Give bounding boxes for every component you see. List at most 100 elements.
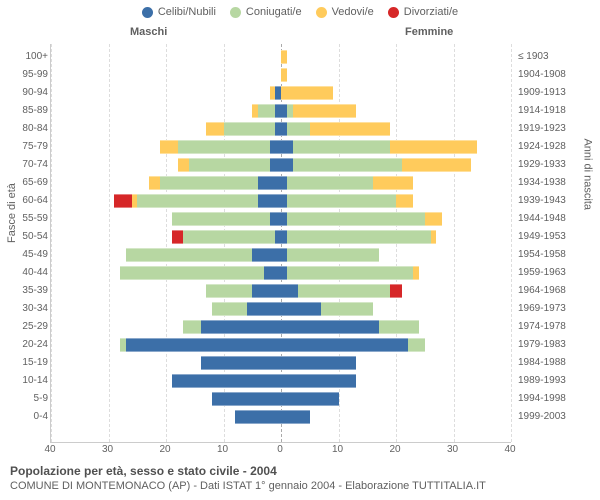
legend-item-celibi: Celibi/Nubili — [142, 6, 216, 18]
pyramid-row — [51, 194, 511, 208]
female-bar — [281, 158, 471, 172]
bar-segment — [287, 248, 379, 262]
bar-segment — [120, 266, 264, 280]
bar-segment — [258, 104, 275, 118]
bar-segment — [252, 284, 281, 298]
female-bar — [281, 176, 413, 190]
bar-segment — [402, 158, 471, 172]
legend-label: Divorziati/e — [404, 6, 458, 18]
age-label: 60-64 — [0, 194, 48, 208]
bar-segment — [126, 248, 253, 262]
pyramid-row — [51, 212, 511, 226]
bar-segment — [396, 194, 413, 208]
birth-year-label: 1979-1983 — [518, 338, 600, 352]
birth-year-label: 1984-1988 — [518, 356, 600, 370]
female-bar — [281, 104, 356, 118]
pyramid-row — [51, 50, 511, 64]
age-label: 40-44 — [0, 266, 48, 280]
bar-segment — [270, 158, 282, 172]
bar-segment — [281, 410, 310, 424]
x-tick-label: 20 — [159, 444, 170, 455]
male-bar — [201, 356, 282, 370]
age-label: 10-14 — [0, 374, 48, 388]
bar-segment — [178, 158, 190, 172]
x-tick-label: 0 — [277, 444, 283, 455]
age-label: 85-89 — [0, 104, 48, 118]
bar-segment — [281, 284, 298, 298]
pyramid-row — [51, 248, 511, 262]
bar-segment — [137, 194, 258, 208]
x-tick-label: 20 — [389, 444, 400, 455]
birth-year-label: 1989-1993 — [518, 374, 600, 388]
age-label: 95-99 — [0, 68, 48, 82]
female-bar — [281, 320, 419, 334]
pyramid-row — [51, 122, 511, 136]
bar-segment — [281, 320, 379, 334]
bar-segment — [172, 374, 281, 388]
age-label: 50-54 — [0, 230, 48, 244]
chart-footer: Popolazione per età, sesso e stato civil… — [10, 463, 486, 494]
bar-segment — [172, 230, 184, 244]
y-axis-birth-labels: ≤ 19031904-19081909-19131914-19181919-19… — [518, 44, 600, 442]
bar-segment — [287, 266, 414, 280]
bar-segment — [126, 338, 281, 352]
age-label: 15-19 — [0, 356, 48, 370]
age-label: 70-74 — [0, 158, 48, 172]
birth-year-label: 1919-1923 — [518, 122, 600, 136]
male-bar — [178, 158, 282, 172]
chart-title: Popolazione per età, sesso e stato civil… — [10, 463, 486, 479]
female-bar — [281, 338, 425, 352]
bar-segment — [247, 302, 282, 316]
male-bar — [172, 230, 281, 244]
birth-year-label: 1944-1948 — [518, 212, 600, 226]
female-bar — [281, 86, 333, 100]
gender-female-label: Femmine — [405, 26, 453, 38]
pyramid-row — [51, 266, 511, 280]
bar-segment — [281, 140, 293, 154]
male-bar — [120, 266, 281, 280]
bar-segment — [212, 392, 281, 406]
pyramid-row — [51, 176, 511, 190]
female-bar — [281, 50, 287, 64]
bar-segment — [264, 266, 281, 280]
pyramid-row — [51, 104, 511, 118]
bar-segment — [281, 302, 321, 316]
age-label: 55-59 — [0, 212, 48, 226]
pyramid-row — [51, 230, 511, 244]
pyramid-row — [51, 374, 511, 388]
legend-swatch — [388, 7, 399, 18]
bar-segment — [270, 140, 282, 154]
legend-item-coniugati: Coniugati/e — [230, 6, 302, 18]
age-label: 25-29 — [0, 320, 48, 334]
bar-segment — [258, 176, 281, 190]
bar-segment — [287, 194, 396, 208]
bar-segment — [281, 158, 293, 172]
legend-label: Coniugati/e — [246, 6, 302, 18]
bar-segment — [183, 230, 275, 244]
male-bar — [114, 194, 281, 208]
bar-segment — [252, 248, 281, 262]
female-bar — [281, 248, 379, 262]
birth-year-label: 1964-1968 — [518, 284, 600, 298]
x-tick-label: 30 — [102, 444, 113, 455]
birth-year-label: 1974-1978 — [518, 320, 600, 334]
bar-segment — [287, 122, 310, 136]
legend-item-divorziati: Divorziati/e — [388, 6, 458, 18]
male-bar — [172, 212, 281, 226]
male-bar — [206, 122, 281, 136]
gridline — [511, 44, 512, 442]
age-label: 75-79 — [0, 140, 48, 154]
age-label: 5-9 — [0, 392, 48, 406]
female-bar — [281, 392, 339, 406]
bar-segment — [390, 284, 402, 298]
bar-segment — [293, 140, 391, 154]
bar-segment — [310, 122, 391, 136]
male-bar — [172, 374, 281, 388]
male-bar — [120, 338, 281, 352]
bar-segment — [321, 302, 373, 316]
legend-label: Vedovi/e — [332, 6, 374, 18]
age-label: 100+ — [0, 50, 48, 64]
bar-segment — [178, 140, 270, 154]
legend-swatch — [316, 7, 327, 18]
female-bar — [281, 212, 442, 226]
